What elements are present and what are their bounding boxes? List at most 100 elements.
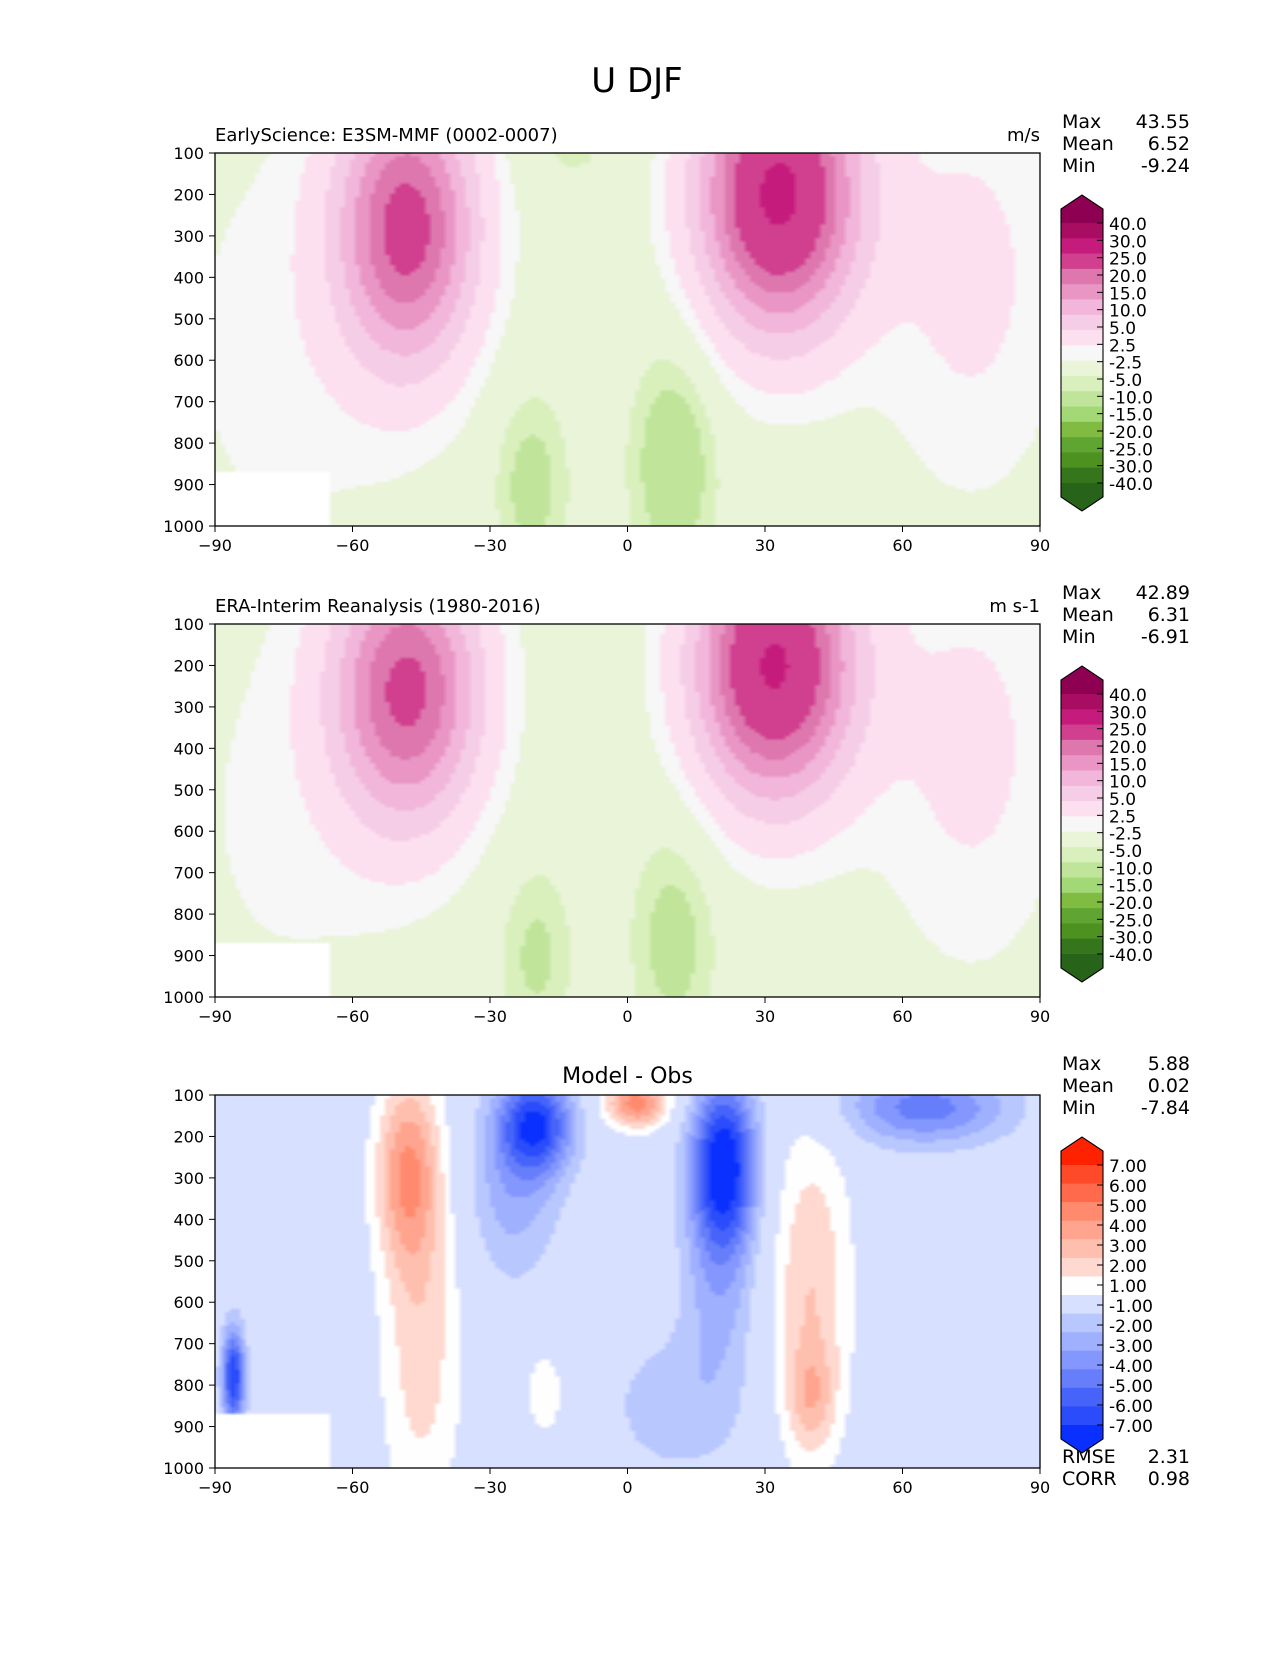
colorbar-label: 20.0 — [1109, 267, 1147, 287]
heatmap-field — [215, 1095, 1040, 1468]
colorbar-swatch — [1061, 923, 1103, 940]
colorbar-swatch — [1061, 877, 1103, 894]
y-tick-label: 900 — [173, 947, 204, 966]
x-tick-label: 60 — [892, 1478, 912, 1497]
colorbar-swatch — [1061, 223, 1103, 239]
stat-value: 6.52 — [1148, 133, 1190, 155]
x-tick-label: −90 — [198, 1007, 232, 1026]
x-tick-label: −60 — [336, 1007, 370, 1026]
stat-value: 43.55 — [1136, 111, 1190, 133]
stat-label: Mean — [1062, 1075, 1114, 1097]
colorbar-label: -15.0 — [1109, 877, 1153, 897]
y-tick-label: 600 — [173, 822, 204, 841]
colorbar-label: -3.00 — [1109, 1337, 1153, 1357]
colorbar-swatch — [1061, 268, 1103, 285]
colorbar-swatch — [1061, 938, 1103, 955]
colorbar-swatch — [1061, 739, 1103, 756]
colorbar-swatch — [1061, 816, 1103, 833]
colorbar-label: 15.0 — [1109, 755, 1147, 775]
stat-value: 6.31 — [1148, 604, 1190, 626]
colorbar-extend-min — [1061, 954, 1103, 982]
colorbar-label: -25.0 — [1109, 911, 1153, 931]
x-tick-label: 0 — [622, 536, 632, 555]
units-label: m/s — [1007, 125, 1040, 146]
stat-label: Max — [1062, 1053, 1101, 1075]
colorbar-swatch — [1061, 314, 1103, 331]
x-tick-label: 90 — [1030, 1007, 1050, 1026]
colorbar-label: -40.0 — [1109, 946, 1153, 966]
panel-3: Model - Obs10020030040050060070080090010… — [163, 1053, 1190, 1497]
metric-label: CORR — [1062, 1468, 1117, 1490]
panel-2: ERA-Interim Reanalysis (1980-2016) m s-1 1… — [163, 582, 1190, 1026]
colorbar-swatch — [1061, 1183, 1103, 1203]
colorbar-swatch — [1061, 846, 1103, 863]
colorbar-swatch — [1061, 908, 1103, 925]
colorbar-swatch — [1061, 1165, 1103, 1185]
stat-label: Min — [1062, 155, 1096, 177]
colorbar-label: -30.0 — [1109, 929, 1153, 949]
x-tick-label: 30 — [755, 536, 775, 555]
stat-value: -9.24 — [1141, 155, 1190, 177]
colorbar-label: 40.0 — [1109, 215, 1147, 235]
metric-label: RMSE — [1062, 1446, 1116, 1468]
colorbar-label: -30.0 — [1109, 458, 1153, 478]
y-tick-label: 100 — [173, 615, 204, 634]
colorbar-swatch — [1061, 1332, 1103, 1352]
units-label: m s-1 — [989, 596, 1040, 617]
y-tick-label: 500 — [173, 781, 204, 800]
colorbar-swatch — [1061, 437, 1103, 454]
colorbar-extend-max — [1061, 195, 1103, 223]
colorbar-swatch — [1061, 892, 1103, 909]
colorbar-swatch — [1061, 345, 1103, 362]
colorbar-label: -5.0 — [1109, 371, 1142, 391]
colorbar-label: -7.00 — [1109, 1417, 1153, 1437]
colorbar-swatch — [1061, 862, 1103, 879]
x-tick-label: −30 — [473, 1007, 507, 1026]
colorbar: 40.030.025.020.015.010.05.02.5-2.5-5.0-1… — [1060, 194, 1153, 512]
colorbar-label: -6.00 — [1109, 1397, 1153, 1417]
stat-label: Max — [1062, 582, 1101, 604]
stat-value: -7.84 — [1141, 1097, 1190, 1119]
x-tick-label: −60 — [336, 536, 370, 555]
colorbar-label: -1.00 — [1109, 1297, 1153, 1317]
colorbar-swatch — [1061, 785, 1103, 802]
colorbar-swatch — [1061, 801, 1103, 817]
y-tick-label: 600 — [173, 351, 204, 370]
colorbar-swatch — [1061, 1406, 1103, 1426]
y-tick-label: 800 — [173, 1376, 204, 1395]
colorbar-swatch — [1061, 1257, 1103, 1278]
colorbar-swatch — [1061, 755, 1103, 772]
colorbar-swatch — [1061, 1313, 1103, 1333]
colorbar-swatch — [1061, 1276, 1103, 1296]
colorbar-label: 40.0 — [1109, 686, 1147, 706]
x-tick-label: −90 — [198, 1478, 232, 1497]
colorbar-swatch — [1061, 452, 1103, 469]
colorbar-swatch — [1061, 831, 1103, 848]
colorbar-swatch — [1061, 360, 1103, 377]
x-tick-label: 60 — [892, 536, 912, 555]
y-tick-label: 900 — [173, 476, 204, 495]
colorbar-label: -20.0 — [1109, 894, 1153, 914]
colorbar-label: 10.0 — [1109, 773, 1147, 793]
colorbar-label: 30.0 — [1109, 703, 1147, 723]
colorbar-label: -40.0 — [1109, 475, 1153, 495]
x-tick-label: 0 — [622, 1007, 632, 1026]
colorbar-extend-max — [1061, 1137, 1103, 1165]
metric-value: 2.31 — [1148, 1446, 1190, 1468]
y-tick-label: 200 — [173, 185, 204, 204]
colorbar-label: 20.0 — [1109, 738, 1147, 758]
y-tick-label: 300 — [173, 227, 204, 246]
colorbar-swatch — [1061, 406, 1103, 423]
colorbar-label: 25.0 — [1109, 250, 1147, 270]
panel-1: EarlyScience: E3SM-MMF (0002-0007) m/s 100… — [163, 111, 1190, 555]
metric-value: 0.98 — [1148, 1468, 1190, 1490]
colorbar-swatch — [1061, 724, 1103, 741]
colorbar-swatch — [1061, 391, 1103, 408]
colorbar-label: -25.0 — [1109, 440, 1153, 460]
colorbar-extend-min — [1061, 483, 1103, 511]
colorbar-label: 4.00 — [1109, 1217, 1147, 1237]
y-tick-label: 400 — [173, 739, 204, 758]
colorbar-label: 1.00 — [1109, 1277, 1147, 1297]
colorbar-swatch — [1061, 1350, 1103, 1370]
x-tick-label: −90 — [198, 536, 232, 555]
